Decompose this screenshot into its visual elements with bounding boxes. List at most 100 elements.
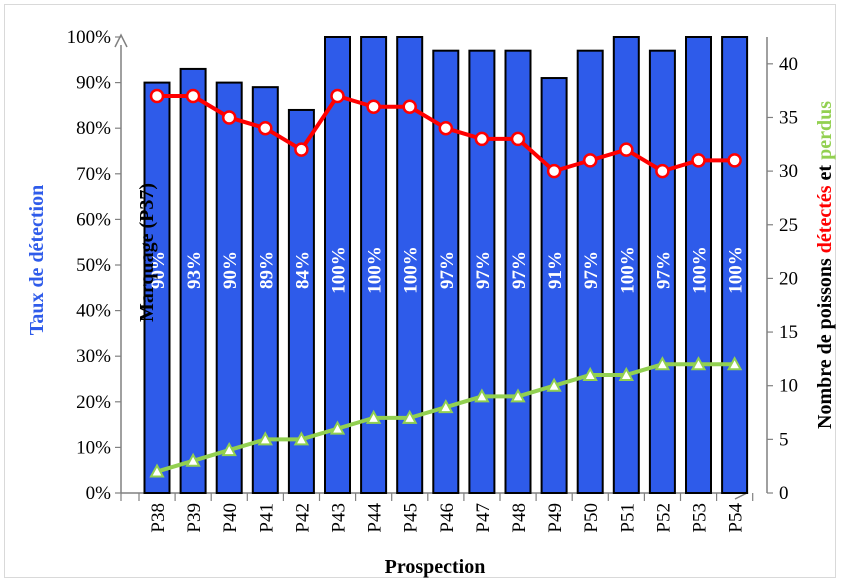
- lost-point: [329, 420, 346, 435]
- x-tick-label: P43: [329, 503, 350, 533]
- bar-value-label: 84%: [292, 251, 313, 289]
- lost-point: [546, 377, 562, 392]
- lost-point: [365, 409, 382, 424]
- x-tick-label: P47: [473, 503, 494, 533]
- x-tick-label: P48: [509, 503, 530, 533]
- bar-value-label: 91%: [545, 251, 566, 289]
- lines-group: [149, 88, 743, 478]
- bar-value-label: 90%: [148, 251, 169, 289]
- bar-value-label: 97%: [473, 251, 494, 289]
- bar-value-label: 97%: [437, 251, 458, 289]
- detected-point: [366, 99, 381, 114]
- x-tick-label: P39: [184, 503, 205, 533]
- x-tick-label: P46: [437, 503, 458, 533]
- bar-value-label: 97%: [653, 251, 674, 289]
- y-left-tick-label: 90%: [76, 73, 111, 94]
- detected-point: [221, 110, 237, 125]
- bar-value-label: 100%: [617, 246, 638, 294]
- bar-value-label: 97%: [581, 251, 602, 289]
- detected-point: [691, 153, 706, 168]
- bar: [721, 36, 749, 494]
- detected-point: [149, 88, 165, 104]
- lost-point: [257, 431, 273, 446]
- bar: [540, 77, 568, 494]
- y-left-tick-label: 100%: [67, 27, 112, 48]
- y-right-tick-label: 20: [779, 268, 798, 289]
- x-axis-title: Prospection: [385, 556, 486, 578]
- lost-point: [582, 366, 598, 381]
- bar: [576, 49, 604, 495]
- y-axis-right-title: Nombre de poissons détectés et perdus: [814, 101, 836, 429]
- detected-point: [546, 163, 562, 179]
- y-left-tick-label: 60%: [76, 209, 111, 230]
- lost-point: [221, 441, 237, 457]
- lost-point: [402, 409, 418, 424]
- x-tick-label: P41: [256, 503, 277, 533]
- y-left-tick-label: 30%: [76, 346, 111, 367]
- lost-point: [618, 366, 634, 381]
- lost-point: [654, 356, 671, 371]
- y-left-tick-label: 80%: [76, 118, 111, 139]
- y-axis-right-title-detected: détectés: [814, 185, 836, 253]
- y-axis-left-arrow-icon: [114, 33, 128, 48]
- y-right-tick-label: 30: [779, 161, 798, 182]
- lost-point: [726, 356, 743, 371]
- lost-point: [438, 399, 454, 414]
- bar-value-label: 93%: [184, 251, 205, 289]
- x-tick-label: P51: [617, 503, 638, 533]
- y-left-tick-label: 0%: [86, 483, 112, 504]
- y-left-tick-label: 20%: [76, 392, 111, 413]
- x-tick-label: P50: [581, 503, 602, 533]
- x-tick-label: P38: [148, 503, 169, 533]
- lost-point: [293, 431, 310, 446]
- y-axis-right-title-and: et: [814, 160, 836, 186]
- bar-value-label: 100%: [726, 246, 747, 294]
- bar: [287, 108, 315, 495]
- detected-point: [185, 88, 201, 104]
- y-right-tick-label: 0: [779, 483, 789, 504]
- x-tick-label: P53: [690, 503, 711, 533]
- chart-frame: [4, 4, 836, 578]
- x-tick-label: P44: [365, 503, 386, 533]
- x-tick-label: P40: [220, 503, 241, 533]
- bar-value-label: 90%: [220, 251, 241, 289]
- detected-point: [619, 142, 634, 157]
- x-tick-label: P45: [401, 503, 422, 533]
- detected-point: [258, 120, 273, 136]
- annotation-marquage: Marquage (P37): [136, 183, 158, 322]
- bar: [504, 49, 532, 495]
- bar-value-label: 100%: [401, 246, 422, 294]
- ticks-group: 0% 10% 20% 30% 40% 50% 60% 70% 80% 90% 100% 0 5 10 15 2…: [67, 27, 798, 533]
- bar-value-label: 100%: [690, 246, 711, 294]
- bar-labels-group: 90% 93% 90% 89% 84% 100% 100% 100% 97% 97% 97% 91% 9…: [148, 246, 747, 294]
- y-left-tick-label: 10%: [76, 437, 111, 458]
- detected-point: [474, 131, 490, 147]
- lost-point: [149, 463, 165, 478]
- lost-point: [474, 388, 490, 403]
- detected-point: [294, 142, 309, 157]
- y-left-tick-label: 40%: [76, 301, 111, 322]
- bar: [179, 67, 207, 494]
- y-right-tick-label: 40: [779, 54, 798, 75]
- y-right-tick-label: 10: [779, 376, 798, 397]
- lost-point: [185, 452, 201, 467]
- y-right-tick-label: 25: [779, 215, 798, 236]
- bar-value-label: 89%: [256, 251, 277, 289]
- y-right-tick-label: 35: [779, 107, 798, 128]
- detected-point: [510, 131, 526, 147]
- x-tick-label: P54: [726, 503, 747, 533]
- bar: [324, 36, 351, 494]
- y-axis-left-title: Taux de détection: [26, 185, 48, 335]
- bar: [685, 36, 712, 494]
- detected-point: [655, 163, 670, 179]
- detected-point: [727, 153, 742, 168]
- detected-point: [438, 120, 454, 136]
- bar: [468, 49, 496, 495]
- x-tick-label: P42: [292, 503, 313, 533]
- lost-point: [510, 388, 526, 403]
- y-left-tick-label: 70%: [76, 164, 111, 185]
- detected-point: [402, 99, 417, 114]
- detected-point: [582, 153, 598, 168]
- x-tick-label: P49: [545, 503, 566, 533]
